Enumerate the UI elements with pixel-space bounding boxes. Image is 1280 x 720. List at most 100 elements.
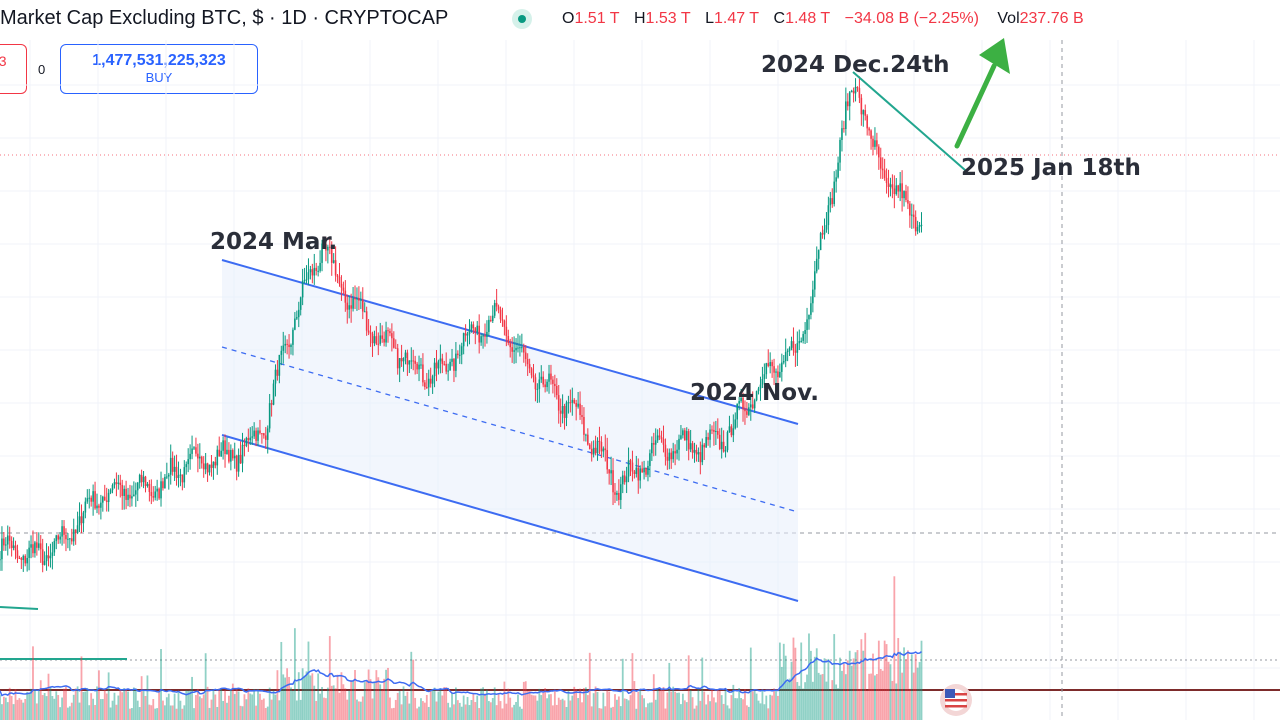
volume-bar	[392, 707, 395, 720]
volume-bar	[726, 705, 729, 720]
volume-bar	[84, 691, 87, 720]
candle-body	[142, 476, 145, 483]
candle-body	[524, 352, 527, 360]
candle-body	[845, 101, 847, 130]
candle-body	[466, 334, 469, 336]
candle-body	[829, 198, 832, 206]
candle-body	[614, 492, 616, 495]
symbol-title[interactable]: Market Cap Excluding BTC, $ · 1D · CRYPT…	[0, 7, 449, 29]
candle-body	[588, 444, 591, 450]
volume-bar	[740, 698, 742, 720]
volume-bar	[200, 698, 203, 720]
candle-body	[889, 184, 892, 187]
market-status-icon[interactable]	[512, 9, 532, 29]
volume-bar	[565, 706, 568, 720]
candle-body	[647, 465, 649, 475]
volume-bar	[763, 704, 766, 720]
volume-bar	[68, 706, 71, 720]
volume-bar	[156, 708, 159, 720]
candle-body	[658, 435, 661, 438]
candle-body	[135, 490, 137, 495]
volume-bar	[383, 678, 386, 720]
candle-body	[565, 402, 568, 418]
volume-bar	[311, 673, 314, 720]
volume-bar	[522, 681, 525, 720]
volume-bar	[439, 689, 442, 720]
candle-body	[299, 297, 302, 310]
high-value: 1.53 T	[645, 10, 691, 27]
candle-body	[909, 203, 911, 216]
volume-bar	[486, 689, 488, 720]
candle-body	[427, 378, 430, 388]
candle-body	[185, 464, 188, 468]
candle-body	[519, 347, 521, 349]
volume-bar	[728, 708, 731, 720]
volume-bar	[709, 701, 711, 720]
volume-bar	[148, 704, 151, 720]
candle-body	[835, 177, 837, 182]
volume-bar	[524, 681, 527, 720]
candle-body	[422, 364, 424, 383]
volume-bar	[643, 698, 645, 720]
volume-bar	[427, 706, 430, 720]
volume-bar	[810, 650, 812, 720]
candle-body	[685, 431, 688, 441]
volume-bar	[893, 576, 896, 720]
volume-label: Vol	[997, 10, 1020, 27]
volume-bar	[757, 700, 760, 720]
candle-body	[373, 336, 376, 344]
volume-bar	[359, 701, 362, 720]
candle-body	[266, 428, 269, 440]
candle-body	[230, 450, 232, 462]
candle-body	[433, 362, 436, 377]
volume-bar	[422, 701, 424, 720]
volume-bar	[340, 672, 343, 720]
volume-bar	[493, 687, 496, 720]
close-label: C	[773, 10, 786, 27]
candle-body	[798, 341, 801, 344]
volume-bar	[26, 691, 29, 720]
candle-body	[47, 555, 50, 559]
volume-bar	[433, 687, 436, 720]
volume-bar	[45, 696, 48, 720]
volume-bar	[49, 686, 52, 720]
candle-body	[881, 168, 884, 171]
volume-bar	[280, 641, 283, 720]
candle-body	[505, 326, 508, 337]
candle-body	[278, 354, 281, 376]
candle-body	[831, 198, 834, 205]
volume-bar	[732, 684, 735, 720]
low-value: 1.47 T	[713, 10, 760, 27]
candle-body	[495, 302, 498, 307]
volume-bar	[365, 681, 368, 720]
candle-body	[544, 384, 546, 388]
volume-bar	[55, 691, 58, 720]
volume-bar	[550, 694, 552, 720]
volume-bar	[408, 703, 411, 720]
candle-body	[18, 557, 21, 559]
candle-body	[294, 318, 296, 330]
candle-body	[402, 357, 405, 362]
volume-bar	[0, 694, 1, 720]
candle-body	[393, 338, 395, 348]
volume-bar	[210, 699, 213, 720]
sell-button[interactable]: 23	[0, 44, 27, 94]
candle-body	[876, 140, 878, 147]
volume-bar	[848, 650, 851, 720]
candle-body	[765, 363, 768, 375]
candle-body	[290, 344, 292, 348]
volume-bar	[196, 688, 199, 720]
volume-bar	[542, 692, 545, 720]
buy-button[interactable]: 1,477,531,225,323 BUY	[60, 44, 258, 94]
candle-body	[540, 376, 543, 380]
volume-bar	[24, 699, 27, 720]
candle-body	[418, 364, 420, 370]
volume-bar	[185, 690, 188, 720]
candle-body	[701, 444, 704, 463]
volume-bar	[625, 698, 628, 720]
candle-body	[127, 494, 129, 500]
volume-bar	[410, 651, 413, 720]
volume-bar	[235, 689, 238, 720]
candle-body	[802, 334, 804, 341]
